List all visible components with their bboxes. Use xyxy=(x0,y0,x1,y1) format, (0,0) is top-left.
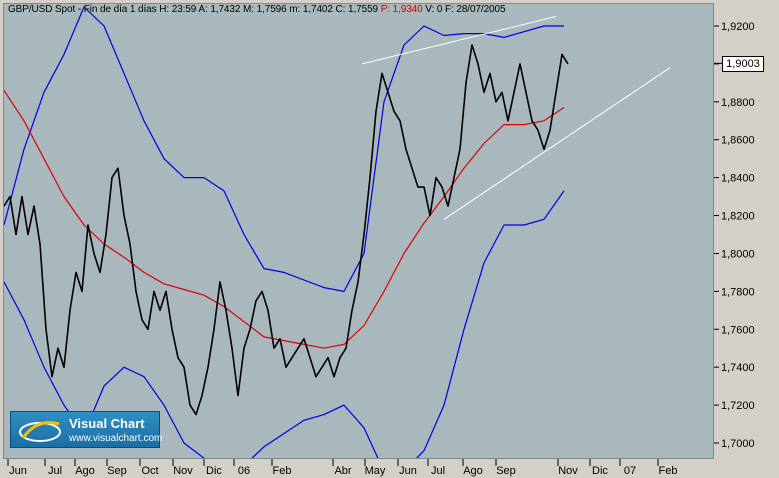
x-tick-label: Ago xyxy=(75,465,95,477)
y-tick-label: 1,7200 xyxy=(721,400,755,412)
x-tick-label: Jul xyxy=(431,465,445,477)
x-tick-label: Jun xyxy=(399,465,417,477)
x-tick-label: Feb xyxy=(659,465,678,477)
x-tick-label: Ago xyxy=(463,465,483,477)
open-label: A: 1,7432 xyxy=(198,4,241,15)
high-label: M: 1,7596 xyxy=(243,4,287,15)
trendline-2 xyxy=(443,67,671,220)
logo-swoosh-icon xyxy=(19,421,61,442)
last-price-marker: 1,9003 xyxy=(722,56,764,72)
x-tick-label: 06 xyxy=(238,465,250,477)
y-tick-label: 1,9200 xyxy=(721,21,755,33)
date-label: F: 28/07/2005 xyxy=(445,4,506,15)
y-tick-label: 1,8000 xyxy=(721,248,755,260)
price-line xyxy=(4,44,569,416)
lower-band-line xyxy=(4,190,565,458)
cursor-price-label: P: 1,9340 xyxy=(380,4,423,15)
volume-label: V: 0 xyxy=(425,4,443,15)
x-tick-label: Feb xyxy=(273,465,292,477)
x-tick-label: Dic xyxy=(592,465,608,477)
trendline-1 xyxy=(361,16,557,65)
x-tick-label: Jul xyxy=(48,465,62,477)
visual-chart-logo: Visual Chart www.visualchart.com xyxy=(10,411,163,448)
x-tick-label: May xyxy=(365,465,386,477)
upper-band-line xyxy=(4,6,564,292)
x-tick-label: Oct xyxy=(141,465,158,477)
x-tick-label: Sep xyxy=(496,465,516,477)
low-label: m: 1,7402 xyxy=(289,4,333,15)
y-tick-label: 1,8600 xyxy=(721,135,755,147)
logo-title: Visual Chart xyxy=(69,416,145,431)
plot-area[interactable] xyxy=(3,3,714,459)
x-tick-label: Dic xyxy=(206,465,222,477)
y-tick-label: 1,8400 xyxy=(721,173,755,185)
close-label: C: 1,7559 xyxy=(335,4,379,15)
y-tick-label: 1,8800 xyxy=(721,97,755,109)
hour-label: H: 23:59 xyxy=(159,4,197,15)
y-tick-label: 1,7000 xyxy=(721,438,755,450)
x-tick-label: 07 xyxy=(624,465,636,477)
x-tick-label: Sep xyxy=(107,465,127,477)
y-tick-label: 1,7600 xyxy=(721,324,755,336)
x-tick-label: Nov xyxy=(558,465,578,477)
y-tick-label: 1,7800 xyxy=(721,286,755,298)
x-tick-label: Abr xyxy=(334,465,351,477)
plot-series-group xyxy=(4,6,671,458)
logo-url: www.visualchart.com xyxy=(69,433,163,444)
y-tick-label: 1,8200 xyxy=(721,211,755,223)
moving-average-line xyxy=(4,90,565,349)
x-tick-label: Nov xyxy=(173,465,193,477)
x-tick-label: Jun xyxy=(9,465,27,477)
y-tick-label: 1,7400 xyxy=(721,362,755,374)
